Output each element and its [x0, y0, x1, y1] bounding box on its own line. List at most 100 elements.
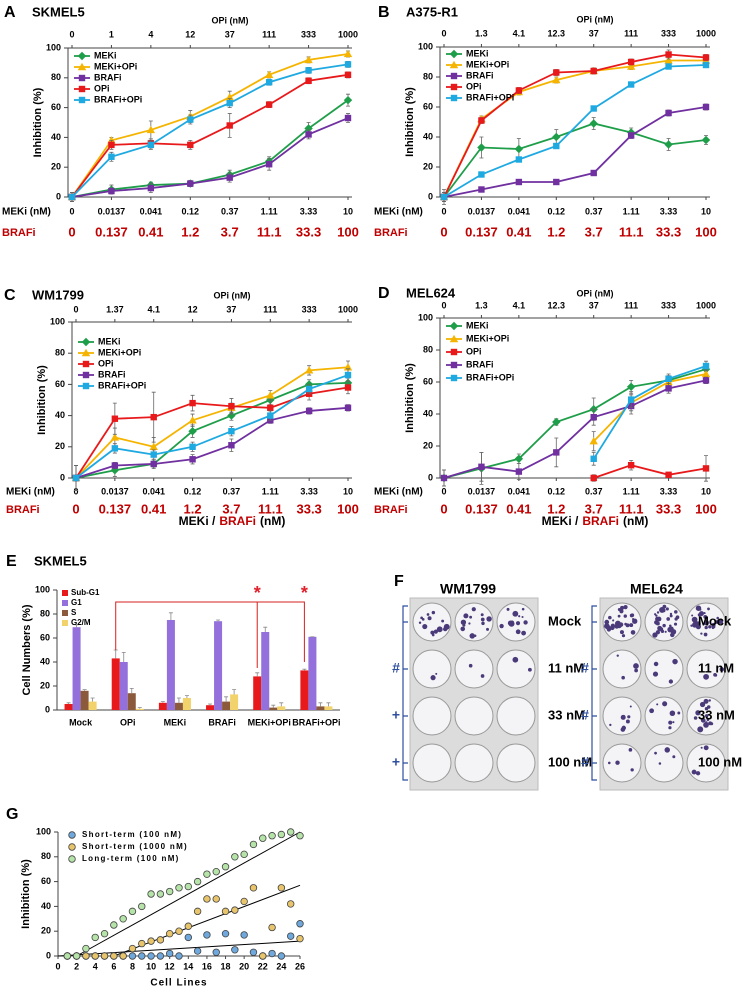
legend-label: BRAFi+OPi	[94, 94, 142, 104]
trend-line	[57, 940, 301, 957]
data-point	[228, 428, 235, 435]
data-point	[296, 832, 304, 840]
series-line	[75, 406, 349, 479]
legend-label: OPi	[98, 358, 114, 368]
x-tick-label: 0.41	[506, 224, 531, 239]
x-tick-label: 0.37	[221, 206, 239, 216]
x-tick-label: 33.3	[296, 224, 321, 239]
series-line	[71, 99, 349, 198]
data-point	[590, 455, 597, 462]
data-point	[304, 55, 313, 64]
data-point	[184, 933, 193, 942]
bar	[64, 704, 73, 710]
data-point	[193, 877, 202, 886]
error-bar	[176, 697, 181, 703]
colony	[486, 627, 489, 631]
colony	[628, 748, 633, 752]
data-point	[702, 54, 710, 61]
error-bar	[232, 689, 237, 695]
colony	[527, 667, 532, 672]
significance-mark: *	[301, 583, 308, 603]
colony	[707, 607, 710, 611]
x-tick-label: 0	[441, 486, 446, 496]
x-tick-label: 1.11	[623, 486, 640, 496]
data-point	[72, 474, 80, 482]
top-tick-label: 333	[301, 29, 316, 39]
top-tick-label: 1000	[696, 28, 716, 38]
x-tick-label: 0	[55, 961, 60, 971]
data-point	[147, 890, 155, 898]
panel-title: A375-R1	[406, 4, 458, 19]
data-point	[702, 465, 710, 472]
top-tick-label: 1	[109, 29, 114, 39]
data-point	[627, 81, 635, 88]
x-tick-label: 16	[202, 961, 212, 971]
data-point	[165, 929, 174, 938]
x-axis-title: Cell Lines	[150, 978, 207, 989]
colony	[703, 673, 709, 680]
data-point	[305, 385, 313, 393]
data-point	[305, 131, 312, 138]
top-tick-label: 0	[441, 28, 446, 38]
data-point	[100, 952, 109, 960]
legend-label: Sub-G1	[71, 588, 100, 597]
colony	[630, 613, 635, 618]
data-point	[249, 884, 258, 892]
legend-marker	[82, 360, 90, 368]
series-line	[75, 374, 349, 479]
data-point	[231, 906, 239, 914]
colony	[468, 663, 473, 668]
x-row-label: MEKi (nM)	[6, 487, 55, 498]
colony	[427, 616, 432, 621]
data-point	[702, 377, 710, 384]
data-point	[344, 71, 352, 79]
data-point	[226, 99, 233, 107]
colony	[662, 701, 668, 707]
legend-marker	[82, 382, 90, 390]
data-point	[128, 944, 137, 953]
colony	[654, 751, 657, 755]
data-point	[240, 931, 248, 939]
x-tick-label: 11.1	[257, 224, 282, 239]
x-tick-label: 0.137	[465, 501, 498, 516]
x-row-label: MEKi (nM)	[374, 487, 423, 498]
legend-label: MEKi+OPi	[466, 59, 509, 69]
y-tick-label: 80	[40, 608, 50, 618]
top-tick-label: 37	[589, 28, 599, 38]
bar	[80, 690, 89, 710]
colony	[633, 619, 637, 623]
series-line	[75, 366, 349, 479]
colony	[629, 623, 634, 628]
legend-label: MEKi	[466, 48, 489, 58]
data-point	[344, 371, 352, 379]
x-tick-label: 0.041	[142, 486, 165, 496]
x-axis-title-part: BRAFi	[582, 514, 619, 528]
data-point	[265, 79, 273, 86]
data-point	[203, 895, 211, 903]
colony	[615, 760, 620, 765]
series-line	[443, 106, 707, 198]
series-line	[593, 464, 707, 479]
x-tick-label: MEKi+OPi	[248, 717, 291, 727]
data-point	[249, 840, 258, 849]
colony	[621, 675, 625, 680]
colony	[620, 605, 625, 610]
data-point	[305, 67, 312, 74]
bar	[119, 662, 128, 710]
colony	[441, 619, 445, 623]
significance-mark: *	[254, 583, 261, 603]
legend-label: Short-term (1000 nM)	[82, 842, 188, 851]
y-tick-label: 100	[46, 42, 61, 52]
error-bar	[82, 689, 87, 691]
bracket	[402, 605, 408, 781]
data-point	[91, 952, 99, 960]
significance-marker: #	[392, 660, 400, 676]
y-tick-label: 80	[55, 348, 65, 358]
colony	[619, 623, 622, 626]
legend-marker	[81, 337, 91, 347]
colony	[512, 610, 519, 617]
significance-marker: #	[581, 754, 589, 770]
x-tick-label: 0.137	[95, 224, 128, 239]
data-point	[590, 474, 597, 482]
colony	[512, 656, 519, 663]
